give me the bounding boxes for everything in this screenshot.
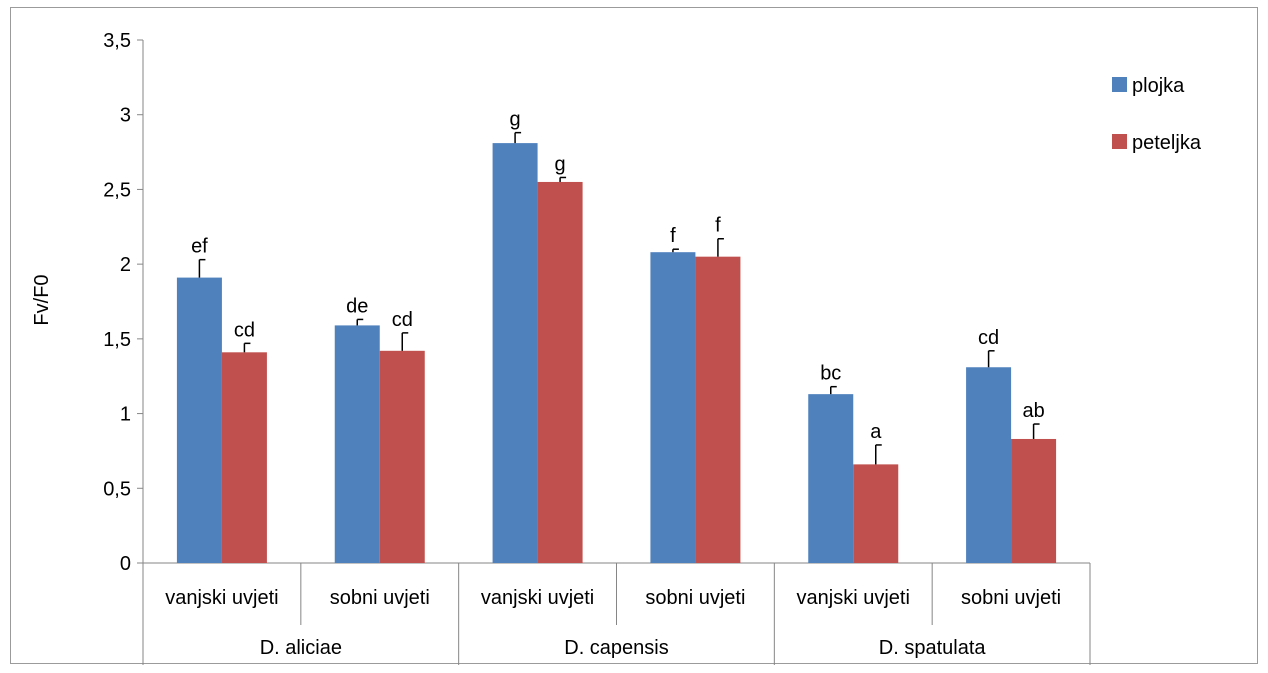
x-group-label: D. spatulata bbox=[879, 637, 987, 659]
data-label: bc bbox=[820, 363, 841, 385]
bar bbox=[966, 367, 1012, 563]
data-label: cd bbox=[234, 319, 255, 341]
legend-swatch bbox=[1112, 77, 1127, 92]
data-label: ef bbox=[191, 236, 208, 258]
x-category-label: sobni uvjeti bbox=[645, 587, 745, 609]
x-category-label: sobni uvjeti bbox=[330, 587, 430, 609]
x-axis: vanjski uvjeti sobni uvjeti vanjski uvjeti… bbox=[142, 562, 1091, 665]
y-tick-label: 0 bbox=[120, 553, 131, 575]
legend-label: peteljka bbox=[1132, 132, 1202, 154]
legend-swatch bbox=[1112, 134, 1127, 149]
data-label: g bbox=[555, 153, 566, 175]
data-label: g bbox=[510, 109, 521, 131]
y-axis: 0 0,5 1 1,5 2 2,5 3 3,5 bbox=[103, 30, 144, 575]
bar bbox=[537, 181, 583, 563]
bar bbox=[176, 277, 222, 563]
x-category-label: vanjski uvjeti bbox=[797, 587, 910, 609]
y-tick-label: 2,5 bbox=[103, 179, 131, 201]
bar bbox=[1011, 438, 1057, 563]
bars bbox=[176, 131, 1057, 563]
legend: plojka peteljka bbox=[1112, 75, 1202, 154]
bar bbox=[221, 352, 267, 563]
data-label: f bbox=[670, 225, 676, 247]
x-category-label: sobni uvjeti bbox=[961, 587, 1061, 609]
bar bbox=[379, 350, 425, 563]
x-group-label: D. capensis bbox=[564, 637, 669, 659]
data-label: cd bbox=[392, 309, 413, 331]
bar bbox=[492, 143, 538, 563]
x-group-label: D. aliciae bbox=[260, 637, 342, 659]
legend-label: plojka bbox=[1132, 75, 1185, 97]
x-category-label: vanjski uvjeti bbox=[165, 587, 278, 609]
x-category-label: vanjski uvjeti bbox=[481, 587, 594, 609]
bar bbox=[334, 325, 380, 563]
bar bbox=[853, 464, 899, 563]
y-tick-label: 1 bbox=[120, 404, 131, 426]
y-tick-label: 2 bbox=[120, 254, 131, 276]
data-label: de bbox=[346, 295, 368, 317]
y-tick-label: 0,5 bbox=[103, 478, 131, 500]
bar bbox=[650, 252, 696, 563]
y-tick-label: 1,5 bbox=[103, 329, 131, 351]
data-label: a bbox=[870, 421, 882, 443]
y-tick-label: 3 bbox=[120, 105, 131, 127]
bar bbox=[695, 256, 741, 563]
data-label: cd bbox=[978, 327, 999, 349]
bar bbox=[808, 394, 854, 563]
y-axis-title: Fv/F0 bbox=[31, 274, 53, 325]
y-tick-label: 3,5 bbox=[103, 30, 131, 52]
data-label: ab bbox=[1022, 400, 1044, 422]
data-label: f bbox=[715, 215, 721, 237]
data-labels: ef cd de cd g g f f bc a cd ab bbox=[191, 109, 1045, 443]
